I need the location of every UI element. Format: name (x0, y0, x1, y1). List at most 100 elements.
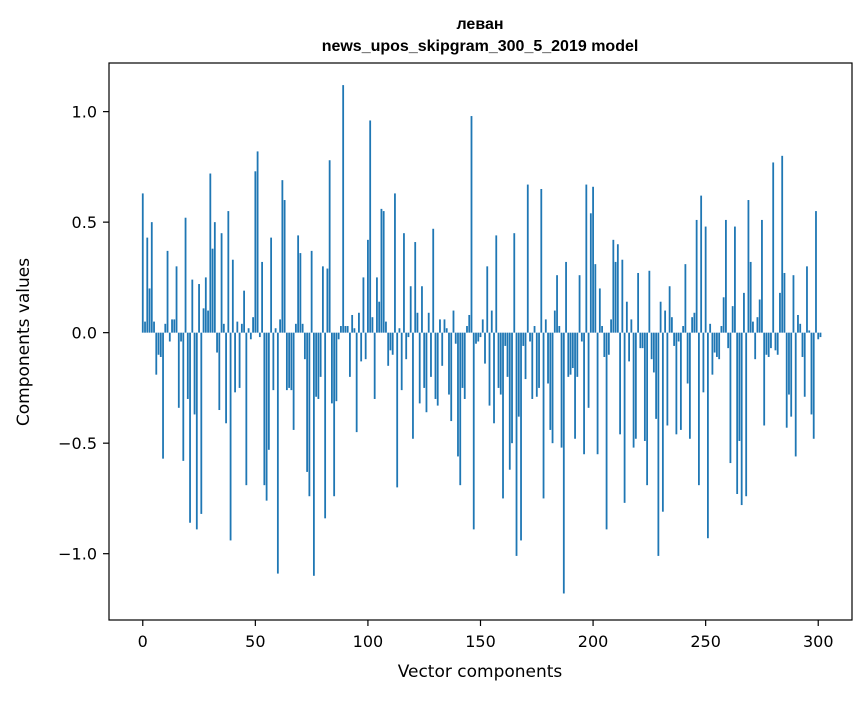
bar-292 (799, 323, 802, 333)
bar-148 (475, 332, 477, 344)
bar-223 (643, 332, 646, 441)
bar-108 (385, 321, 387, 333)
bar-115 (400, 332, 403, 391)
bar-100 (367, 239, 369, 333)
bar-245 (693, 312, 696, 333)
bar-236 (673, 332, 676, 346)
bar-87 (337, 332, 340, 340)
y-tick-label: −1.0 (58, 545, 97, 564)
bar-48 (249, 332, 252, 340)
bar-263 (734, 226, 736, 333)
x-tick-label: 50 (245, 632, 265, 651)
bar-85 (333, 332, 336, 497)
bar-191 (571, 332, 574, 369)
bar-149 (477, 332, 480, 342)
x-axis-label: Vector components (398, 662, 563, 682)
y-tick-label: 0.0 (72, 324, 97, 343)
bar-122 (416, 312, 419, 333)
bar-286 (785, 332, 788, 428)
bar-279 (770, 332, 772, 349)
bar-132 (439, 319, 441, 333)
bar-287 (788, 332, 790, 395)
bar-26 (200, 332, 203, 514)
bar-275 (761, 219, 763, 333)
bar-276 (763, 332, 766, 426)
bar-250 (704, 226, 707, 333)
bar-199 (589, 213, 592, 333)
bar-27 (202, 308, 205, 333)
bar-81 (324, 332, 327, 519)
bar-255 (716, 332, 718, 357)
chart-subtitle: news_upos_skipgram_300_5_2019 model (322, 38, 639, 55)
y-tick-label: 1.0 (72, 103, 97, 122)
bar-96 (358, 312, 360, 333)
bar-249 (702, 332, 705, 393)
bar-33 (216, 332, 218, 353)
bar-92 (349, 332, 351, 377)
bar-171 (526, 184, 529, 333)
bar-1 (144, 321, 146, 333)
bar-273 (756, 317, 759, 333)
bar-28 (204, 277, 207, 333)
bar-299 (815, 211, 817, 333)
bar-120 (412, 332, 414, 439)
bar-15 (175, 266, 178, 333)
bar-260 (727, 332, 730, 349)
bar-20 (186, 332, 189, 399)
bar-185 (558, 326, 561, 333)
bar-57 (270, 237, 273, 333)
bar-62 (281, 180, 284, 333)
bar-56 (267, 332, 270, 450)
bar-257 (720, 326, 723, 333)
bar-162 (506, 332, 509, 377)
bar-40 (231, 259, 234, 333)
bar-121 (414, 242, 417, 333)
bar-38 (227, 211, 230, 333)
bar-154 (488, 332, 491, 406)
chart-title: леван (456, 16, 503, 33)
bar-200 (592, 186, 594, 333)
bar-13 (171, 319, 173, 333)
bar-series (141, 85, 822, 594)
bar-182 (551, 332, 554, 444)
bar-177 (540, 188, 543, 333)
bar-234 (668, 286, 671, 333)
bar-68 (294, 323, 297, 333)
bar-230 (659, 301, 662, 333)
bar-264 (736, 332, 739, 495)
bar-84 (331, 332, 333, 404)
bar-136 (448, 332, 450, 395)
bar-247 (698, 332, 700, 486)
bar-231 (661, 332, 664, 512)
bar-235 (670, 317, 673, 333)
bar-125 (423, 332, 426, 388)
bar-49 (252, 317, 254, 333)
bar-168 (520, 332, 522, 541)
bar-203 (598, 288, 601, 333)
bar-251 (707, 332, 709, 539)
bar-248 (700, 195, 703, 333)
bar-170 (524, 332, 527, 380)
plot-frame (108, 62, 853, 621)
bar-107 (382, 211, 385, 333)
bar-289 (792, 275, 795, 333)
bar-98 (362, 277, 365, 333)
bar-116 (403, 233, 405, 333)
bar-298 (812, 332, 815, 439)
bar-269 (747, 200, 750, 333)
x-axis-ticks: 0 50 100 150 200 250 300 (138, 620, 834, 651)
bar-127 (427, 312, 430, 333)
bar-166 (515, 332, 518, 556)
bar-294 (803, 332, 806, 397)
bar-284 (781, 155, 784, 333)
x-tick-label: 200 (578, 632, 609, 651)
bar-151 (481, 319, 484, 333)
bar-226 (650, 332, 653, 360)
bar-54 (263, 332, 266, 486)
x-tick-label: 0 (138, 632, 148, 651)
bar-145 (468, 314, 471, 333)
bar-194 (578, 275, 581, 333)
bar-19 (184, 217, 187, 333)
bar-135 (445, 328, 448, 333)
bar-95 (355, 332, 358, 433)
